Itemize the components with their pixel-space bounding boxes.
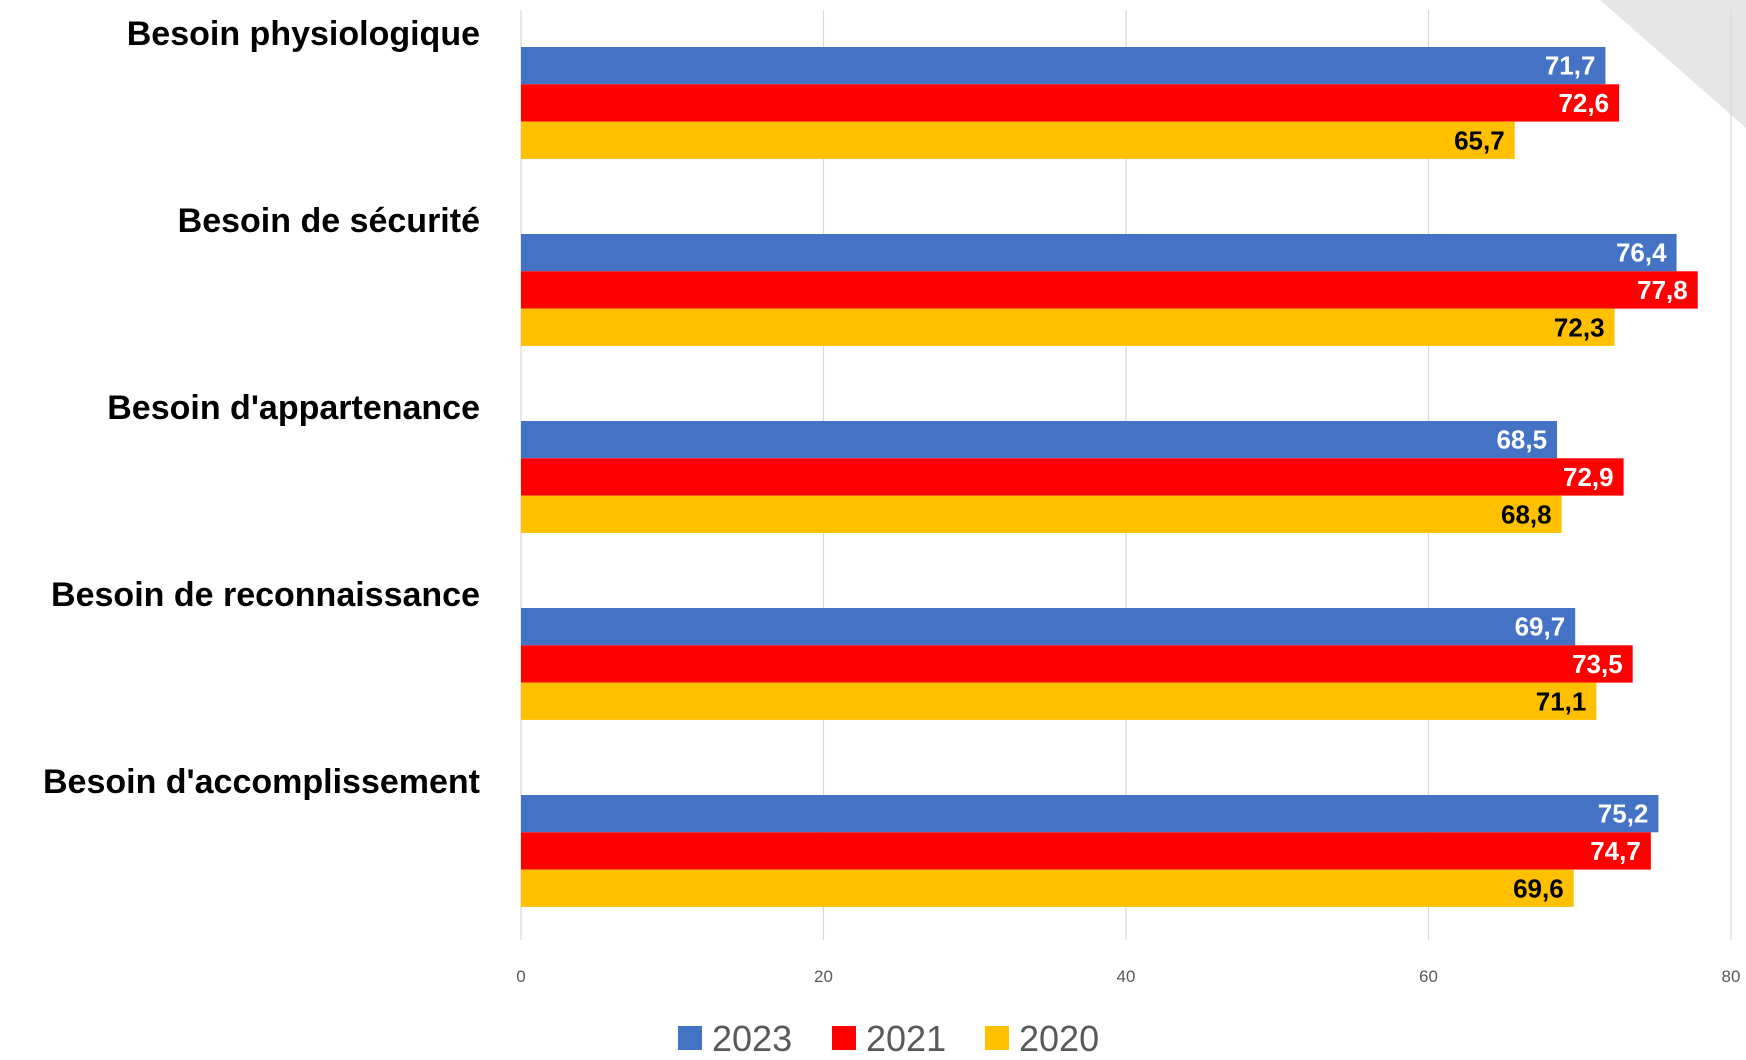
data-label-2020-0: 65,7: [1454, 125, 1505, 155]
bars: [521, 47, 1698, 907]
x-axis-ticks: 0 20 40 60 80: [516, 967, 1740, 986]
category-label-4: Besoin d'accomplissement: [43, 763, 480, 801]
bar-2023-3: [521, 608, 1576, 646]
bar-2023-2: [521, 421, 1558, 459]
data-label-2021-0: 72,6: [1558, 88, 1609, 118]
category-label-0: Besoin physiologique: [127, 15, 480, 53]
x-tick-label-2: 40: [1117, 967, 1136, 986]
category-label-2: Besoin d'appartenance: [107, 389, 480, 427]
data-label-2020-2: 68,8: [1501, 499, 1552, 529]
data-label-2023-4: 75,2: [1598, 799, 1649, 829]
data-label-2021-4: 74,7: [1590, 836, 1641, 866]
x-tick-label-1: 20: [814, 967, 833, 986]
data-label-2023-2: 68,5: [1496, 425, 1547, 455]
data-label-2023-1: 76,4: [1616, 238, 1667, 268]
data-label-2021-2: 72,9: [1563, 462, 1614, 492]
data-label-2020-3: 71,1: [1536, 686, 1587, 716]
bar-2023-1: [521, 234, 1677, 272]
bar-2021-4: [521, 832, 1651, 870]
bar-2023-4: [521, 795, 1659, 833]
bar-2021-0: [521, 84, 1620, 122]
bar-2020-4: [521, 869, 1574, 907]
data-labels: 71,7 72,6 65,7 76,4 77,8 72,3 68,5 72,9 68,8 69,7…: [1454, 51, 1688, 904]
bar-2020-0: [521, 121, 1515, 159]
bar-2023-0: [521, 47, 1606, 85]
x-tick-label-0: 0: [516, 967, 525, 986]
category-label-3: Besoin de reconnaissance: [51, 576, 480, 614]
data-label-2020-4: 69,6: [1513, 873, 1564, 903]
legend[interactable]: 2023 2021 2020: [678, 1018, 1099, 1059]
legend-swatch-2021: [832, 1026, 856, 1050]
data-label-2021-3: 73,5: [1572, 649, 1623, 679]
legend-item-2023[interactable]: 2023: [678, 1018, 792, 1059]
data-label-2021-1: 77,8: [1637, 275, 1688, 305]
legend-item-2021[interactable]: 2021: [832, 1018, 946, 1059]
data-label-2023-0: 71,7: [1545, 51, 1596, 81]
legend-swatch-2020: [985, 1026, 1009, 1050]
bar-2021-1: [521, 271, 1698, 309]
legend-item-2020[interactable]: 2020: [985, 1018, 1099, 1059]
legend-label-2020: 2020: [1019, 1018, 1099, 1055]
data-label-2023-3: 69,7: [1515, 612, 1566, 642]
category-label-1: Besoin de sécurité: [178, 202, 480, 240]
x-tick-label-4: 80: [1722, 967, 1741, 986]
corner-fold: [1600, 0, 1746, 128]
legend-label-2021: 2021: [866, 1018, 946, 1055]
bar-2020-1: [521, 308, 1615, 346]
bar-2021-3: [521, 645, 1633, 683]
bar-2021-2: [521, 458, 1624, 496]
page-curl-decoration: [1600, 0, 1746, 128]
data-label-2020-1: 72,3: [1554, 312, 1605, 342]
legend-label-2023: 2023: [712, 1018, 792, 1055]
bar-2020-3: [521, 682, 1597, 720]
bar-2020-2: [521, 495, 1562, 533]
x-tick-label-3: 60: [1419, 967, 1438, 986]
legend-swatch-2023: [678, 1026, 702, 1050]
category-labels: Besoin physiologique Besoin de sécurité Be…: [43, 15, 480, 801]
